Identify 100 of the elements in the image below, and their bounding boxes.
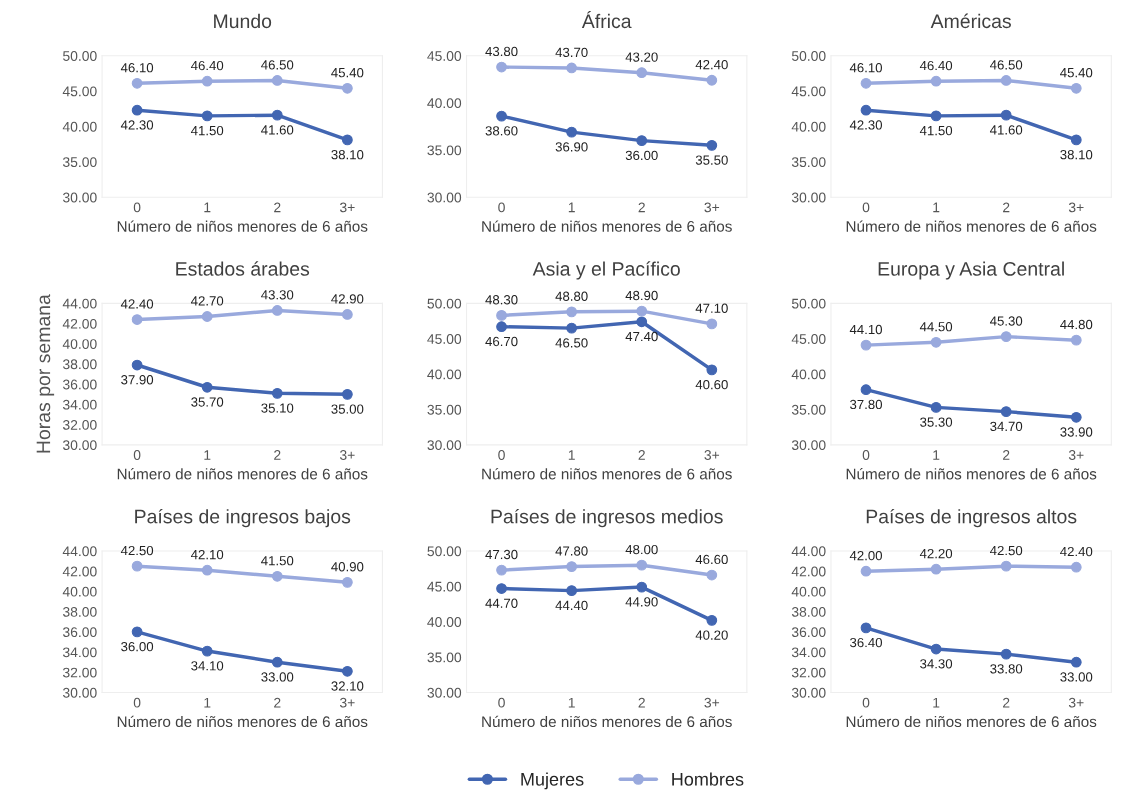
- y-tick-label: 35.00: [62, 157, 97, 168]
- data-label: 33.00: [261, 672, 294, 682]
- point: [860, 77, 872, 89]
- y-tick-label: 32.00: [62, 667, 97, 678]
- point: [930, 336, 942, 348]
- point: [496, 110, 507, 122]
- chart-title: Países de ingresos bajos: [135, 508, 351, 528]
- point: [636, 135, 648, 147]
- data-label: 44.90: [625, 597, 658, 607]
- y-tick-label: 40.00: [62, 339, 97, 349]
- point: [201, 381, 213, 393]
- chart-title: Países de ingresos altos: [866, 508, 1077, 528]
- y-axis-title: Horas por semana: [36, 294, 55, 453]
- point: [860, 384, 872, 396]
- y-tick-label: 42.00: [62, 566, 97, 577]
- data-label: 46.40: [190, 60, 224, 71]
- data-label: 38.10: [331, 149, 364, 160]
- data-label: 48.00: [625, 544, 658, 555]
- point: [341, 309, 353, 320]
- x-tick-label: 1: [568, 202, 575, 213]
- data-label: 40.60: [695, 379, 728, 390]
- y-tick-label: 30.00: [427, 192, 462, 203]
- y-tick-label: 40.00: [62, 121, 97, 132]
- data-label: 35.50: [695, 155, 728, 165]
- y-tick-label: 45.00: [427, 581, 462, 592]
- data-label: 38.10: [1060, 149, 1093, 160]
- point: [131, 626, 143, 638]
- chart-title: Estados árabes: [176, 261, 310, 276]
- x-axis-title: Número de niños menores de 6 años: [482, 220, 732, 232]
- point: [131, 359, 143, 371]
- point: [636, 67, 648, 79]
- point: [566, 561, 578, 572]
- x-tick-label: 2: [638, 697, 645, 708]
- data-label: 45.30: [989, 316, 1023, 326]
- point: [706, 74, 718, 86]
- data-label: 48.30: [485, 295, 518, 305]
- x-tick-label: 2: [274, 450, 281, 460]
- point: [1000, 648, 1012, 660]
- x-tick-label: 0: [133, 697, 141, 708]
- data-label: 45.40: [331, 67, 364, 78]
- y-tick-label: 30.00: [791, 192, 826, 203]
- point: [636, 316, 648, 328]
- y-tick-label: 50.00: [427, 546, 462, 557]
- data-label: 43.80: [485, 46, 518, 57]
- data-label: 38.60: [485, 126, 518, 136]
- data-label: 35.30: [920, 417, 953, 427]
- y-tick-label: 38.00: [62, 606, 97, 617]
- y-tick-label: 32.00: [62, 419, 97, 430]
- y-tick-label: 34.00: [791, 647, 826, 658]
- y-tick-label: 38.00: [62, 359, 97, 370]
- x-tick-label: 1: [204, 697, 211, 708]
- point: [1000, 331, 1012, 342]
- point: [1070, 134, 1082, 146]
- point: [1000, 109, 1012, 121]
- data-label: 42.40: [695, 59, 728, 70]
- y-tick-label: 36.00: [62, 379, 97, 390]
- data-label: 46.50: [261, 60, 294, 70]
- data-label: 33.80: [990, 664, 1023, 674]
- point: [930, 75, 942, 87]
- data-label: 46.40: [919, 60, 953, 71]
- data-label: 46.60: [695, 554, 728, 565]
- x-tick-label: 2: [1003, 697, 1010, 708]
- data-label: 45.40: [1060, 67, 1093, 78]
- chart-title: Asia y el Pacífico: [532, 261, 680, 280]
- y-tick-label: 30.00: [791, 687, 826, 698]
- point: [860, 104, 872, 116]
- y-tick-label: 34.00: [62, 399, 97, 410]
- data-label: 42.40: [1060, 546, 1093, 557]
- point: [341, 82, 353, 94]
- y-tick-label: 42.00: [791, 566, 826, 577]
- point: [930, 110, 942, 122]
- y-tick-label: 45.00: [791, 86, 826, 97]
- point: [860, 622, 872, 634]
- data-label: 42.40: [120, 299, 154, 309]
- x-tick-label: 3+: [704, 697, 720, 708]
- y-tick-label: 30.00: [62, 687, 97, 698]
- y-tick-label: 34.00: [62, 647, 97, 658]
- point: [930, 401, 942, 413]
- data-label: 42.00: [849, 550, 883, 561]
- x-axis-title: Número de niños menores de 6 años: [482, 468, 732, 480]
- y-tick-label: 40.00: [791, 586, 826, 597]
- x-tick-label: 0: [862, 450, 870, 460]
- point: [496, 583, 507, 594]
- x-tick-label: 0: [498, 202, 505, 213]
- point: [341, 134, 353, 146]
- y-tick-label: 35.00: [427, 652, 462, 663]
- data-label: 40.90: [331, 562, 364, 572]
- x-tick-label: 1: [204, 450, 211, 460]
- point: [706, 569, 718, 581]
- point: [131, 314, 143, 325]
- x-tick-label: 0: [133, 202, 141, 213]
- data-label: 34.10: [191, 661, 224, 671]
- chart-title: Américas: [930, 13, 1011, 29]
- y-tick-label: 35.00: [791, 404, 826, 415]
- data-label: 42.30: [120, 120, 154, 130]
- point: [271, 656, 283, 668]
- y-tick-label: 40.00: [62, 586, 97, 597]
- x-tick-label: 3+: [339, 202, 355, 213]
- data-label: 35.70: [191, 397, 224, 407]
- legend-label: Hombres: [672, 772, 744, 786]
